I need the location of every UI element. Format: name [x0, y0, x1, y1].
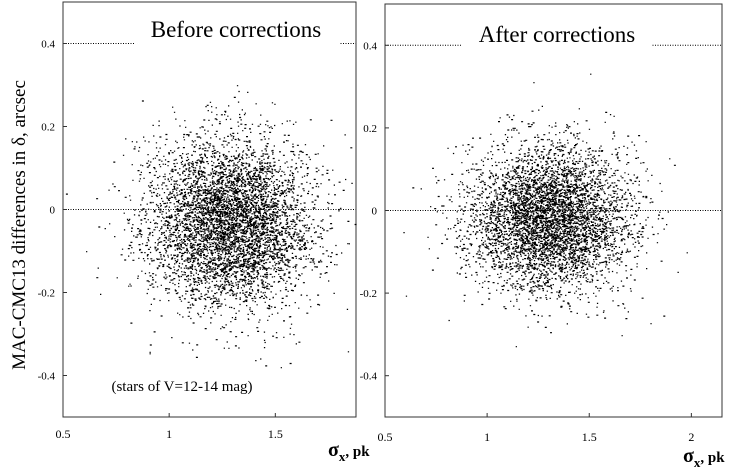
panel-before-points — [65, 85, 357, 369]
y-tick-label: 0.4 — [41, 39, 55, 51]
y-tick-label: 0 — [50, 205, 56, 217]
x-tick-label: 1.5 — [582, 430, 597, 444]
x-label-unit: , pk — [345, 444, 370, 460]
x-label-subscript: x — [339, 449, 346, 464]
panel-after-x-ticks: 0.5 1 1.5 2 — [378, 413, 694, 444]
x-tick-label: 1 — [484, 430, 490, 444]
panel-before: Before corrections (stars of V=12-14 mag… — [38, 1, 370, 464]
panel-before-y-ticks: 0.4 0.2 0 -0.2 -0.4 — [38, 39, 67, 383]
panel-after-title-bg — [462, 17, 652, 49]
y-tick-label: -0.4 — [360, 371, 378, 383]
panel-before-annotation: (stars of V=12-14 mag) — [111, 379, 252, 395]
panel-before-title-bg — [134, 13, 339, 45]
y-tick-label: -0.4 — [38, 371, 56, 383]
y-tick-label: 0 — [372, 206, 378, 218]
x-tick-label: 0.5 — [378, 430, 393, 444]
y-tick-label: -0.2 — [38, 288, 55, 300]
y-axis-label: MAC-CMC13 differences in δ, arcsec — [9, 80, 30, 370]
x-tick-label: 2 — [688, 430, 694, 444]
panel-after-y-ticks: 0.4 0.2 0 -0.2 -0.4 — [360, 40, 389, 383]
scatter-points — [65, 85, 357, 369]
panel-before-x-ticks: 0.5 1 1.5 — [56, 413, 283, 441]
panel-before-title: Before corrections — [151, 17, 322, 42]
x-tick-label: 0.5 — [56, 427, 71, 441]
x-label-sigma: σ — [328, 439, 339, 461]
panel-after: After corrections 0.4 0.2 0 -0.2 -0.4 0.5 1 1.… — [360, 3, 725, 468]
panel-before-frame — [62, 1, 357, 418]
y-tick-label: 0.2 — [363, 123, 377, 135]
x-label-unit: , pk — [700, 450, 725, 466]
x-label-sigma: σ — [683, 445, 694, 467]
panel-before-x-axis-label: σx, pk — [328, 439, 370, 464]
x-tick-label: 1.5 — [268, 427, 283, 441]
x-label-subscript: x — [694, 455, 701, 468]
panel-after-title: After corrections — [479, 22, 636, 47]
y-tick-label: -0.2 — [360, 288, 377, 300]
panel-before-annotation-bg — [72, 370, 297, 398]
panel-after-x-axis-label: σx, pk — [683, 445, 725, 468]
x-tick-label: 1 — [166, 427, 172, 441]
y-tick-label: 0.4 — [363, 40, 377, 52]
y-tick-label: 0.2 — [41, 122, 55, 134]
